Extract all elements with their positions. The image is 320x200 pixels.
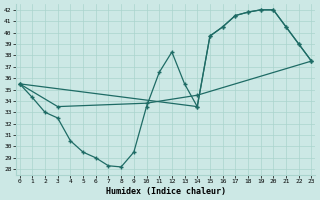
X-axis label: Humidex (Indice chaleur): Humidex (Indice chaleur) bbox=[106, 187, 226, 196]
